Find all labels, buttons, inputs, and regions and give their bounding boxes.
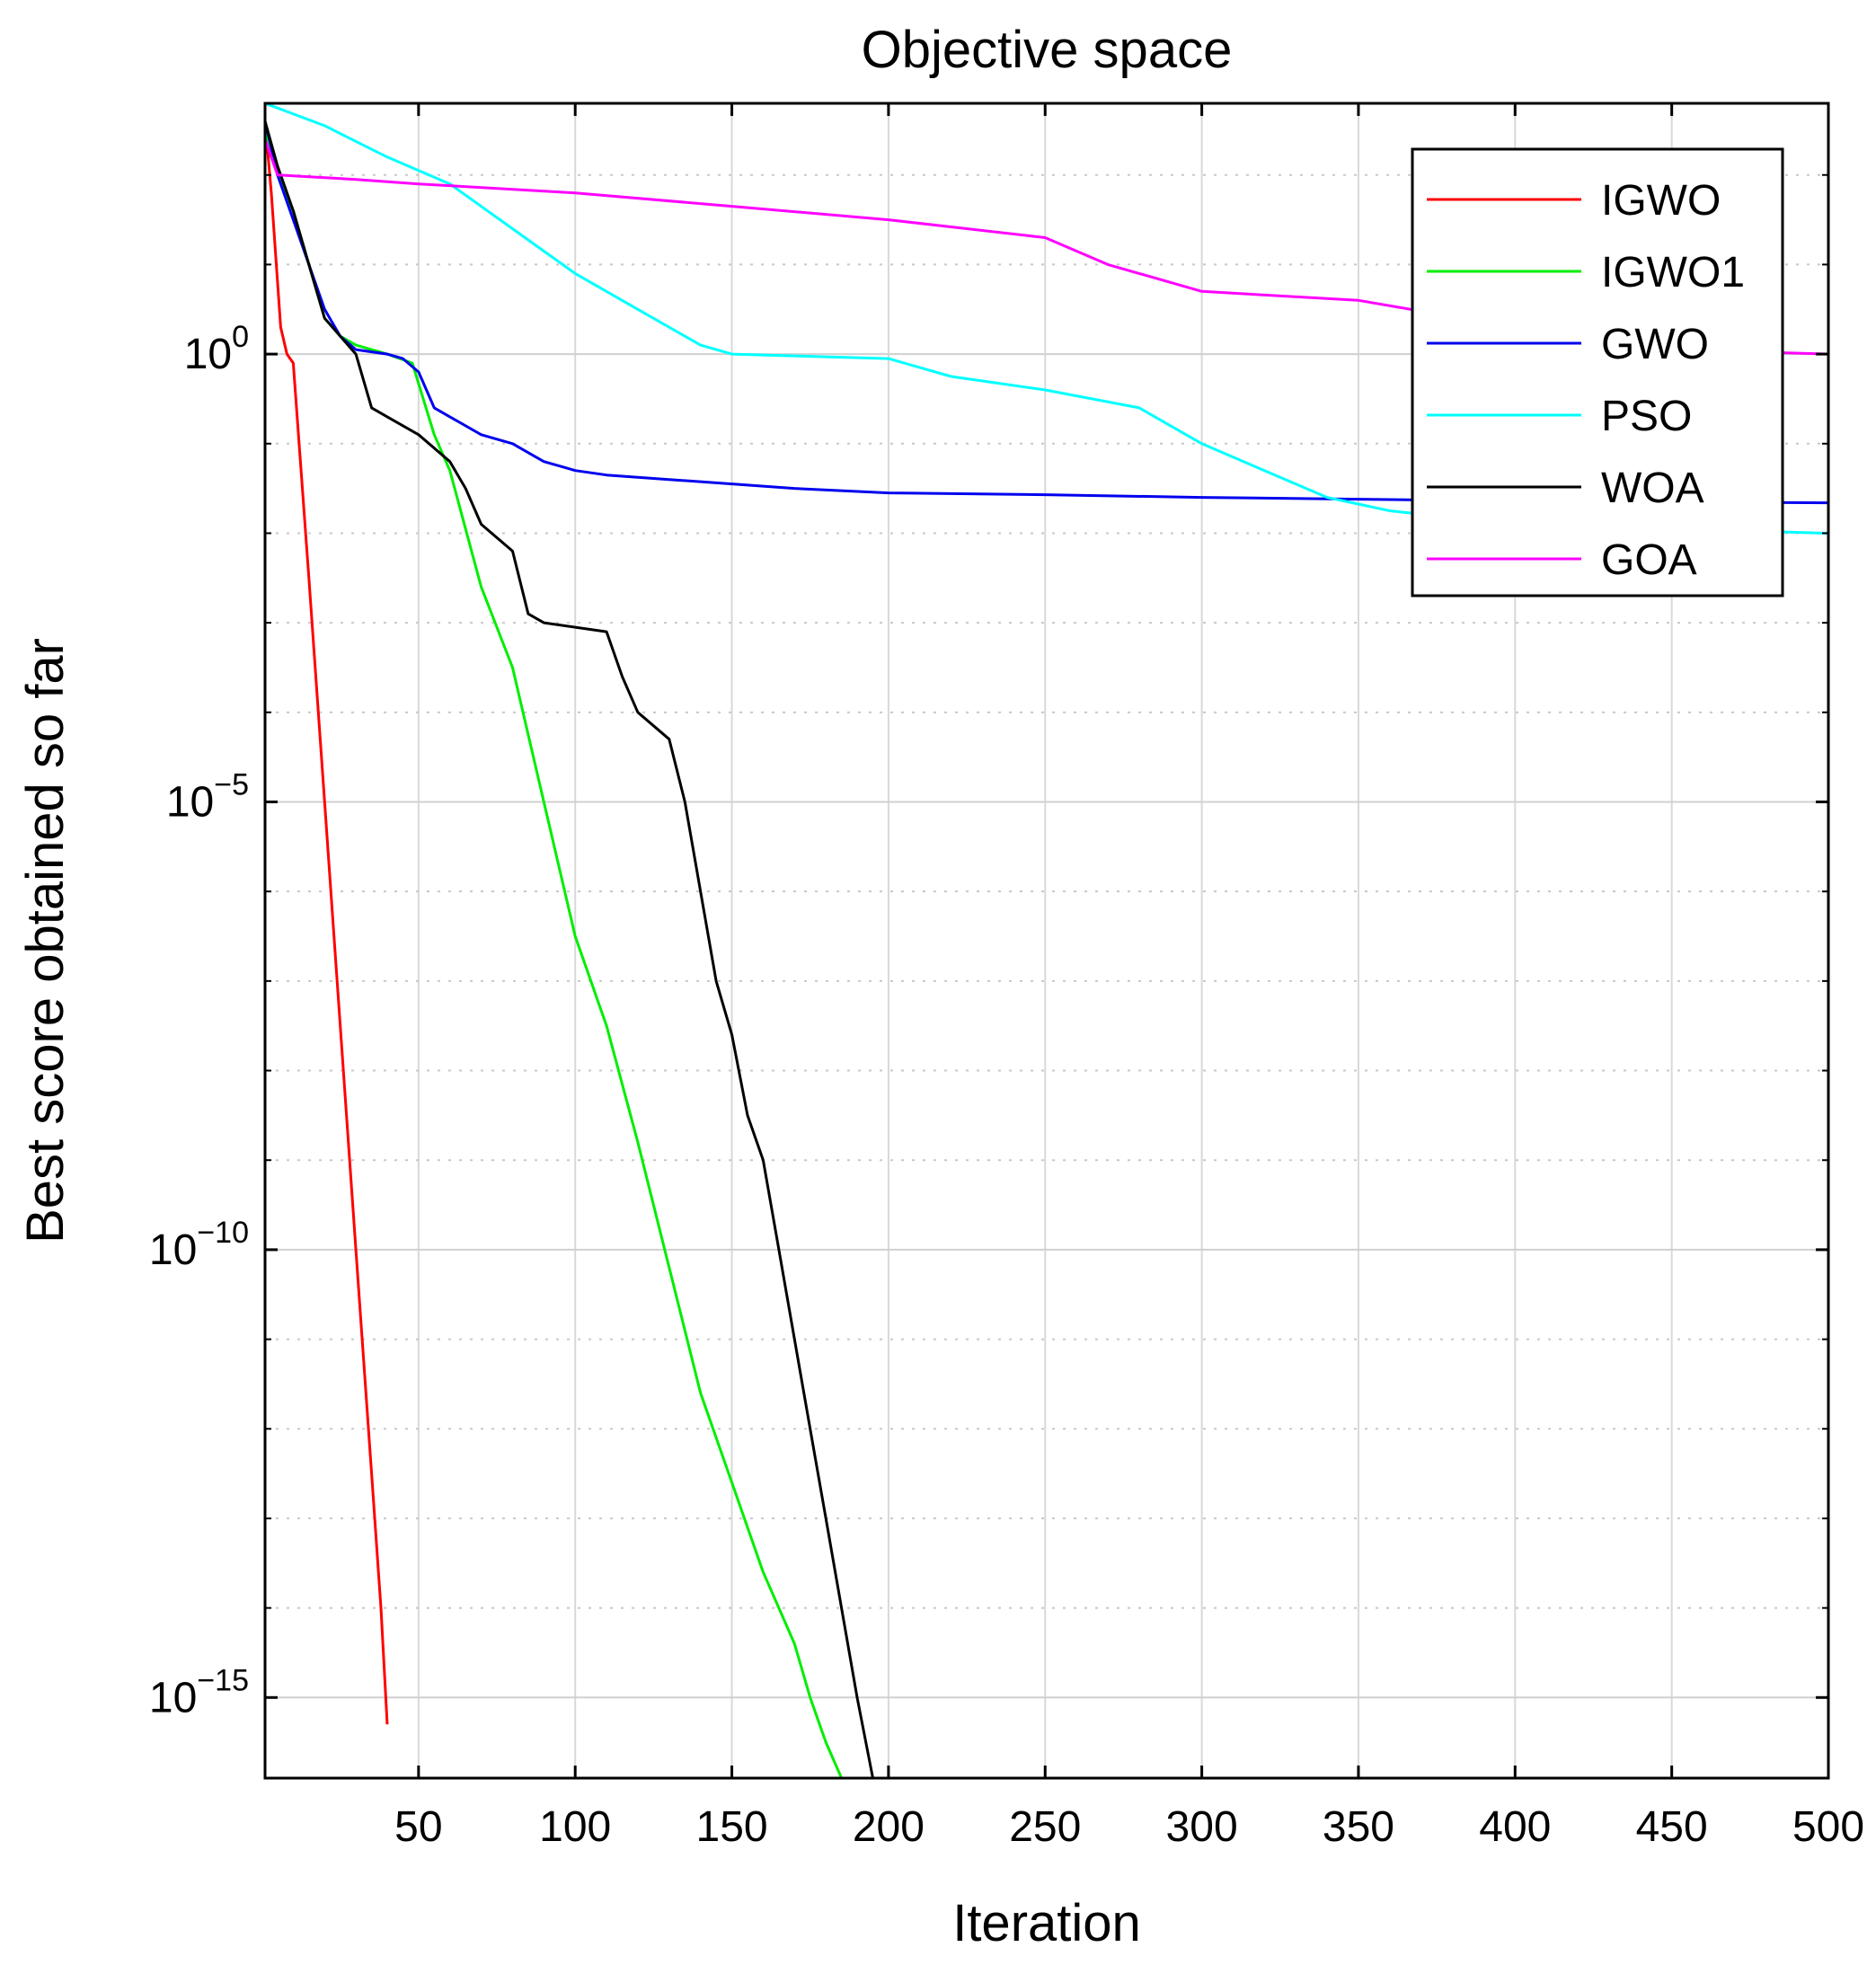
x-tick-label: 200 (853, 1803, 925, 1851)
x-tick-label: 50 (394, 1803, 442, 1851)
legend-label-igwo1: IGWO1 (1601, 249, 1745, 297)
plot-frame (263, 102, 1830, 1780)
y-tick-label: 10−15 (149, 1663, 249, 1722)
x-tick-label: 150 (696, 1803, 768, 1851)
legend-box (1411, 147, 1784, 597)
series-line-gwo (265, 120, 1828, 505)
chart-title: Objective space (862, 21, 1233, 79)
legend-label-goa: GOA (1601, 536, 1697, 584)
x-tick-label: 400 (1479, 1803, 1551, 1851)
x-tick-label: 300 (1166, 1803, 1238, 1851)
series-line-woa (265, 120, 874, 1778)
x-axis-title: Iteration (952, 1894, 1141, 1952)
legend-label-pso: PSO (1601, 393, 1692, 440)
x-tick-label: 250 (1009, 1803, 1081, 1851)
series-line-pso (265, 103, 1828, 535)
x-tick-label: 350 (1323, 1803, 1394, 1851)
ticks: 50 100 150 200 250 300 350 400 450 500 100 10−5 10−1… (149, 103, 1864, 1851)
y-tick-label: 10−5 (166, 767, 249, 826)
legend: IGWO IGWO1 GWO PSO WOA GOA (1411, 147, 1784, 597)
legend-label-gwo: GWO (1601, 321, 1709, 368)
y-axis-title: Best score obtained so far (16, 638, 75, 1244)
legend-label-igwo: IGWO (1601, 177, 1721, 225)
x-tick-label: 100 (539, 1803, 611, 1851)
x-tick-label: 500 (1792, 1803, 1864, 1851)
x-tick-label: 450 (1636, 1803, 1708, 1851)
legend-label-woa: WOA (1601, 465, 1704, 512)
y-tick-label: 100 (184, 320, 249, 378)
series-line-igwo (265, 120, 389, 1725)
y-tick-label: 10−10 (149, 1216, 249, 1274)
